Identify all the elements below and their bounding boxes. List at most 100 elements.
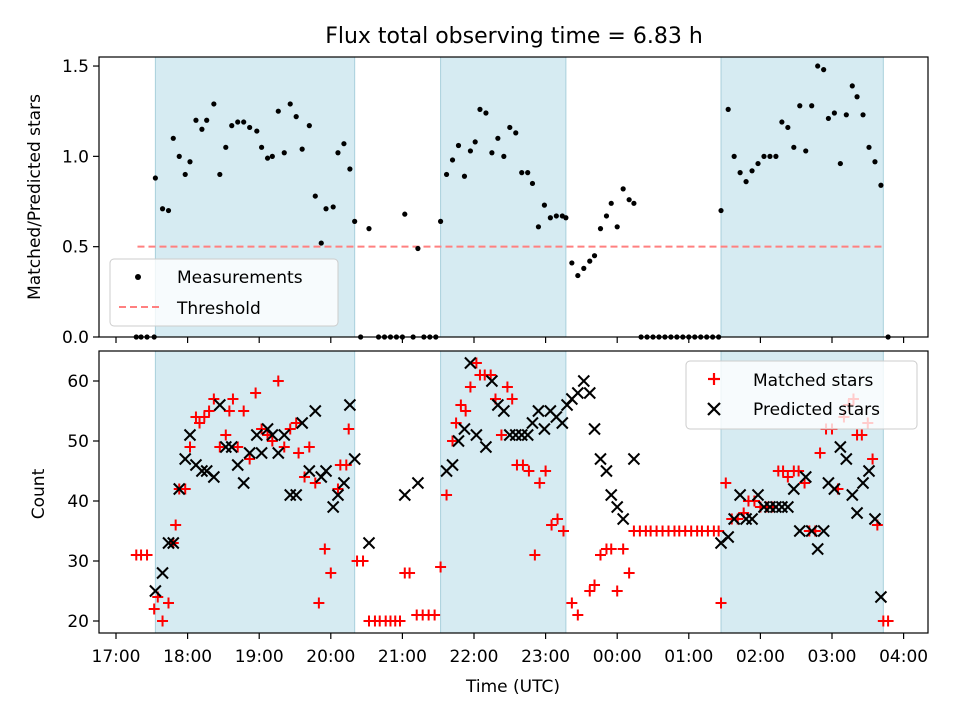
measurement-point	[152, 175, 158, 181]
predicted-star-stroke	[850, 506, 864, 520]
predicted-star-stroke	[243, 446, 256, 460]
predicted-star-stroke	[237, 476, 250, 490]
measurement-point	[837, 160, 843, 167]
predicted-star-stroke	[874, 590, 888, 604]
predicted-star-point	[577, 374, 590, 388]
legend-matched-label: Matched stars	[753, 371, 873, 391]
predicted-star-stroke	[571, 386, 585, 400]
predicted-star-point	[600, 464, 613, 478]
predicted-star-stroke	[309, 404, 322, 418]
predicted-star-point	[309, 404, 322, 418]
matched-star-point	[272, 375, 284, 387]
matched-star-point	[278, 441, 290, 453]
matched-star-point	[208, 393, 220, 405]
predicted-star-stroke	[828, 482, 841, 496]
predicted-star-point	[303, 464, 316, 478]
legend-measurements-label: Measurements	[177, 268, 303, 288]
predicted-star-stroke	[398, 488, 411, 502]
predicted-star-stroke	[497, 404, 511, 418]
measurement-point	[743, 179, 749, 185]
count-y-axis: 20 30 40 50 60	[67, 372, 99, 632]
measurement-point	[187, 159, 193, 165]
measurement-point	[159, 206, 166, 212]
predicted-star-point	[793, 524, 806, 538]
measurement-point	[258, 144, 265, 150]
matched-star-point	[203, 405, 215, 417]
predicted-star-stroke	[521, 428, 534, 442]
predicted-star-point	[862, 464, 876, 478]
measurement-point	[866, 144, 872, 150]
measurement-point	[318, 240, 324, 246]
y-tick-label: 50	[67, 432, 89, 452]
matched-star-point	[244, 453, 256, 465]
predicted-star-stroke	[616, 512, 630, 526]
predicted-star-stroke	[278, 428, 291, 442]
matched-star-point	[319, 543, 331, 555]
predicted-star-stroke	[577, 374, 590, 388]
measurement-point	[182, 171, 188, 178]
measurement-point	[223, 144, 229, 150]
matched-star-point	[455, 399, 467, 411]
matched-star-point	[584, 585, 596, 597]
measurement-point	[803, 148, 809, 154]
matched-star-point	[517, 459, 529, 471]
matched-star-point	[394, 615, 406, 627]
predicted-star-point	[721, 530, 735, 544]
measurement-point	[247, 124, 253, 131]
predicted-star-stroke	[793, 524, 806, 538]
measurement-point	[170, 135, 176, 141]
matched-star-point	[552, 513, 564, 525]
measurement-point	[437, 218, 444, 224]
measurement-point	[335, 150, 341, 156]
predicted-star-stroke	[840, 452, 853, 466]
predicted-star-point	[149, 584, 162, 598]
matched-star-point	[713, 525, 725, 537]
measurement-point	[563, 215, 569, 221]
count-legend-box	[685, 360, 918, 430]
predicted-star-stroke	[811, 542, 824, 556]
predicted-star-point	[326, 500, 340, 514]
matched-star-point	[293, 447, 305, 459]
measurement-point	[825, 115, 832, 122]
matched-star-point	[343, 423, 355, 435]
predicted-star-point	[497, 404, 511, 418]
measurement-point	[341, 141, 347, 147]
predicted-star-stroke	[362, 536, 376, 550]
measurement-point	[737, 170, 743, 176]
count-y-axis-label: Count	[29, 468, 49, 519]
predicted-star-stroke	[526, 416, 539, 430]
measurement-point	[165, 207, 172, 214]
measurement-point	[614, 224, 620, 230]
measurement-point	[872, 159, 878, 165]
matched-star-point	[594, 549, 606, 561]
observing-window-band	[440, 351, 566, 633]
matched-star-point	[529, 549, 541, 561]
predicted-star-point	[411, 476, 425, 490]
measurement-point	[535, 224, 542, 230]
predicted-star-stroke	[799, 470, 812, 484]
measurement-point	[269, 153, 275, 159]
predicted-star-stroke	[583, 386, 596, 400]
matched-star-point	[523, 465, 535, 477]
predicted-star-stroke	[834, 440, 847, 454]
x-tick-label: 21:00	[378, 647, 427, 667]
measurement-point	[849, 83, 855, 89]
measurement-point	[860, 112, 866, 118]
measurement-point	[815, 63, 821, 69]
predicted-star-stroke	[610, 500, 624, 514]
matched-star-point	[238, 405, 250, 417]
measurement-point	[854, 94, 860, 100]
matched-star-point	[605, 543, 617, 555]
predicted-star-stroke	[266, 428, 279, 442]
matched-star-point	[540, 465, 552, 477]
predicted-star-point	[805, 524, 818, 538]
matched-star-point	[170, 519, 182, 531]
measurement-point	[299, 146, 305, 152]
measurement-point	[495, 135, 501, 141]
measurement-point	[529, 180, 536, 187]
matched-star-point	[332, 483, 344, 495]
predicted-star-stroke	[532, 404, 545, 418]
predicted-star-stroke	[856, 476, 870, 490]
count-plot-frame	[98, 350, 929, 634]
predicted-star-stroke	[348, 452, 361, 466]
